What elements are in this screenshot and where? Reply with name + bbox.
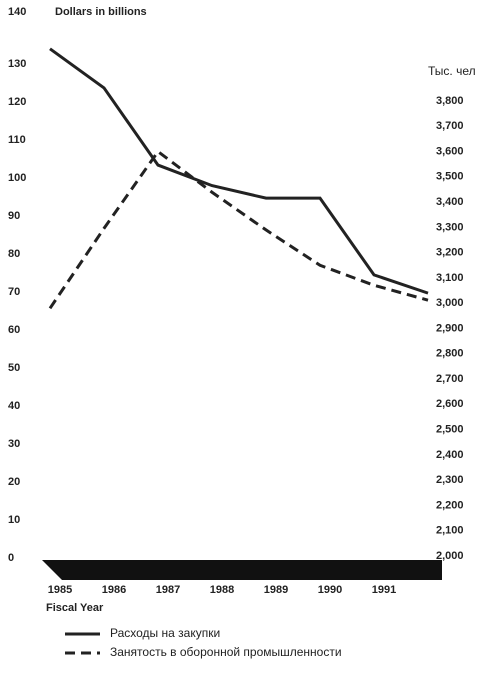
y2-tick-label: 3,100 xyxy=(436,272,464,284)
y2-tick-label: 2,800 xyxy=(436,348,464,360)
y2-tick-label: 2,100 xyxy=(436,525,464,537)
y2-tick-label: 2,400 xyxy=(436,449,464,461)
series-line xyxy=(49,47,429,295)
y-axis-title: Dollars in billions xyxy=(55,6,147,18)
series-line xyxy=(48,149,429,310)
y-tick-label: 140 xyxy=(8,6,26,18)
y2-tick-label: 3,700 xyxy=(436,120,464,132)
y2-tick-label: 2,500 xyxy=(436,424,464,436)
y2-tick-label: 2,000 xyxy=(436,550,464,562)
y-tick-label: 80 xyxy=(8,248,20,260)
x-tick-label: 1989 xyxy=(264,584,288,596)
y-tick-label: 20 xyxy=(8,476,20,488)
x-tick-label: 1988 xyxy=(210,584,234,596)
x-axis-title: Fiscal Year xyxy=(46,602,104,614)
y-tick-label: 30 xyxy=(8,438,20,450)
y2-tick-label: 3,300 xyxy=(436,221,464,233)
y-tick-label: 40 xyxy=(8,400,20,412)
legend-label: Занятость в оборонной промышленности xyxy=(110,645,342,659)
y-tick-label: 60 xyxy=(8,324,20,336)
legend-label: Расходы на закупки xyxy=(110,626,220,640)
y2-tick-label: 3,000 xyxy=(436,297,464,309)
y2-tick-label: 2,200 xyxy=(436,499,464,511)
y-tick-label: 120 xyxy=(8,96,26,108)
y-tick-label: 130 xyxy=(8,58,26,70)
y2-tick-label: 2,300 xyxy=(436,474,464,486)
y-tick-label: 50 xyxy=(8,362,20,374)
y-tick-label: 90 xyxy=(8,210,20,222)
x-tick-label: 1985 xyxy=(48,584,72,596)
y2-tick-label: 3,400 xyxy=(436,196,464,208)
y-tick-label: 10 xyxy=(8,514,20,526)
y2-tick-label: 3,600 xyxy=(436,145,464,157)
x-tick-label: 1991 xyxy=(372,584,396,596)
y2-tick-label: 3,200 xyxy=(436,247,464,259)
x-tick-label: 1986 xyxy=(102,584,126,596)
y2-tick-label: 2,900 xyxy=(436,322,464,334)
y2-tick-label: 2,600 xyxy=(436,398,464,410)
y-tick-label: 0 xyxy=(8,552,14,564)
x-tick-label: 1987 xyxy=(156,584,180,596)
x-axis-band xyxy=(42,560,442,580)
y2-axis-title: Тыс. чел xyxy=(428,64,476,78)
y-tick-label: 110 xyxy=(8,134,26,146)
y-tick-label: 70 xyxy=(8,286,20,298)
x-tick-label: 1990 xyxy=(318,584,342,596)
y2-tick-label: 3,500 xyxy=(436,171,464,183)
y2-tick-label: 3,800 xyxy=(436,95,464,107)
y2-tick-label: 2,700 xyxy=(436,373,464,385)
y-tick-label: 100 xyxy=(8,172,26,184)
